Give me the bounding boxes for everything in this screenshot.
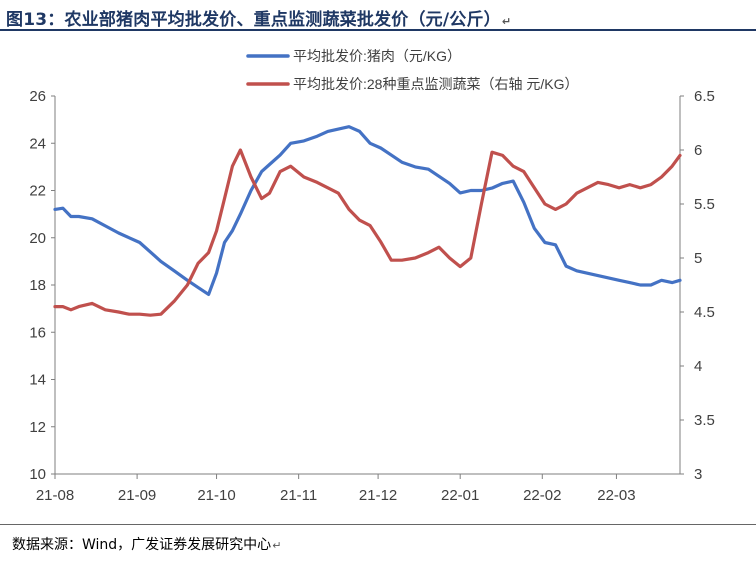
- figure-title: 图13：农业部猪肉平均批发价、重点监测蔬菜批发价（元/公斤）↵: [6, 10, 512, 30]
- right-axis-tick-label: 6.5: [694, 88, 715, 105]
- right-axis-tick-label: 3: [694, 466, 702, 483]
- title-rule: [0, 29, 756, 31]
- series-line-vegetables: [53, 148, 682, 317]
- return-mark-icon: ↵: [501, 15, 512, 28]
- x-axis-tick-label: 22-02: [523, 487, 561, 504]
- x-axis-tick-label: 22-03: [597, 487, 635, 504]
- left-axis-tick-label: 12: [29, 419, 46, 436]
- right-axis-tick-label: 5: [694, 250, 702, 267]
- left-axis-tick-label: 20: [29, 230, 46, 247]
- source-note: 数据来源：Wind，广发证券发展研究中心↵: [12, 537, 282, 553]
- return-mark-icon: ↵: [272, 539, 282, 552]
- left-axis-tick-label: 26: [29, 88, 46, 105]
- legend-label: 平均批发价:猪肉（元/KG）: [293, 48, 461, 64]
- source-rule: [0, 524, 756, 525]
- right-axis-tick-label: 3.5: [694, 412, 715, 429]
- left-axis-tick-label: 24: [29, 135, 46, 152]
- x-axis-tick-label: 21-12: [359, 487, 397, 504]
- left-axis-tick-label: 14: [29, 372, 46, 389]
- series-line-pork: [53, 125, 682, 296]
- x-axis-tick-label: 21-11: [280, 487, 317, 504]
- x-axis-tick-label: 21-09: [118, 487, 156, 504]
- legend-label: 平均批发价:28种重点监测蔬菜（右轴 元/KG）: [293, 76, 578, 92]
- left-axis-tick-label: 16: [29, 324, 46, 341]
- x-axis-tick-label: 21-10: [197, 487, 235, 504]
- left-axis-tick-label: 18: [29, 277, 46, 294]
- chart: 10 12 14 16 18 20 22 24 26 3 3.5 4 4.5 5 5.5 6 6.5 21-08 2…: [29, 48, 715, 504]
- left-axis-tick-label: 10: [29, 466, 46, 483]
- x-axis-tick-label: 21-08: [36, 487, 74, 504]
- left-axis-tick-label: 22: [29, 183, 46, 200]
- right-axis-tick-label: 6: [694, 142, 702, 159]
- right-axis-tick-label: 4.5: [694, 304, 715, 321]
- x-axis-tick-label: 22-01: [441, 487, 479, 504]
- right-axis-tick-label: 5.5: [694, 196, 715, 213]
- right-axis-tick-label: 4: [694, 358, 702, 375]
